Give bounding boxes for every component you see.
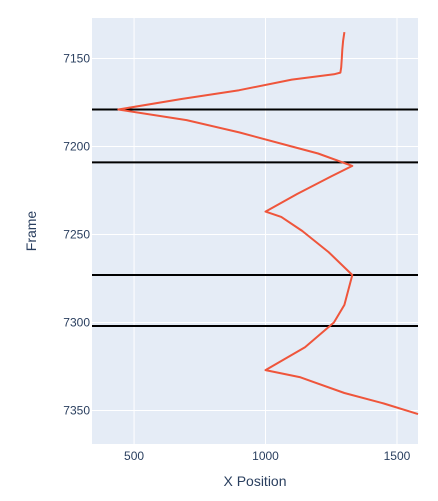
x-axis-label: X Position [223,473,286,489]
y-tick-label-2: 7250 [63,228,90,242]
y-axis-label: Frame [23,211,39,252]
series-line [117,31,419,416]
x-tick-label-1: 1000 [252,449,279,463]
y-tick-label-0: 7150 [63,51,90,65]
y-tick-labels: 7150 7200 7250 7300 7350 [63,51,90,417]
y-gridlines [92,57,418,412]
y-tick-label-3: 7300 [63,316,90,330]
x-gridlines [133,18,398,444]
horizontal-reference-lines [92,108,418,328]
x-tick-label-2: 1500 [384,449,411,463]
plot-background [92,18,418,444]
y-tick-label-1: 7200 [63,140,90,154]
x-tick-label-0: 500 [124,449,144,463]
y-tick-label-4: 7350 [63,404,90,418]
x-tick-labels: 500 1000 1500 [124,449,411,463]
